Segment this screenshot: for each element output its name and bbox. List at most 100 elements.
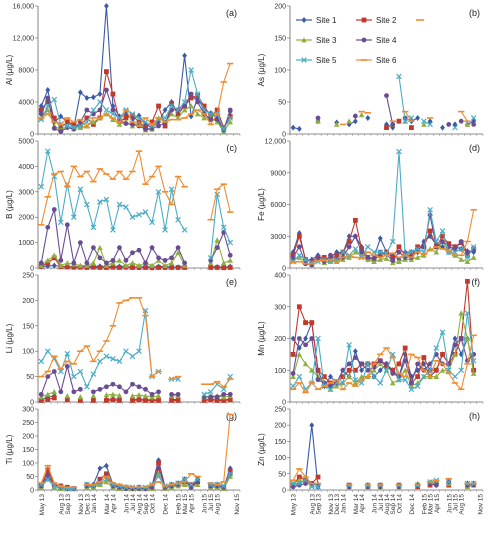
data-point [290,255,296,260]
data-point [123,389,129,395]
data-point [296,304,302,310]
data-point [71,373,77,380]
data-point [458,367,465,374]
series-site-5 [290,148,477,266]
x-tick-label: Aug 14 [137,494,144,515]
data-point [143,386,148,392]
series-line [40,414,231,488]
panel-label: (e) [226,277,237,287]
data-point [51,369,57,374]
data-point [181,99,188,105]
data-point [169,265,174,270]
data-point [471,351,477,357]
x-tick-label: Jan 14 [340,494,347,514]
data-point [194,476,201,483]
data-point [383,367,390,374]
y-tick-label: 50 [278,100,286,107]
data-point [77,398,83,403]
x-tick-label: Apr 14 [359,494,366,514]
x-tick-label: Dec 13 [334,494,341,515]
x-tick-label: Feb 15 [176,494,183,515]
data-point [296,474,302,480]
data-point [221,265,227,271]
data-point [38,483,44,489]
data-point [136,384,142,390]
data-point [90,260,97,266]
y-tick-label: 0 [30,400,34,407]
data-point [352,246,359,252]
series-site-5 [396,73,477,131]
data-point [290,371,296,376]
data-point [71,122,77,127]
x-tick-label: Oct 14 [396,494,403,514]
data-point [110,91,116,97]
data-point [84,107,90,113]
y-tick-label: 0 [282,400,286,407]
legend-marker [361,37,367,43]
data-point [104,471,109,477]
chart-panel-f: 0 100 200 300 400 Mn (µg/L) (f) [257,273,484,407]
data-point [470,254,477,260]
data-point [303,342,308,348]
data-point [130,265,135,270]
data-point [45,87,51,93]
series-site-5 [38,67,234,133]
data-point [45,467,51,473]
data-point [296,252,303,259]
data-point [168,103,175,109]
data-point [77,368,84,375]
data-point [156,255,161,261]
data-point [377,380,384,386]
y-tick-label: 0 [282,488,286,495]
data-point [97,465,103,472]
data-point [188,481,194,488]
data-point [221,398,227,403]
series-site-6 [38,150,234,226]
x-tick-label: Nov 13 [328,494,335,515]
data-point [346,254,352,260]
data-point [116,358,123,365]
data-point [221,125,227,130]
y-tick-label: 150 [274,439,286,446]
series-line [40,238,231,267]
x-tick-label: Sep 14 [143,494,150,515]
y-tick-label: 0 [30,132,34,139]
data-point [464,335,471,341]
data-point [57,219,64,226]
x-tick-label: May 13 [39,494,46,516]
data-point [328,373,333,380]
x-tick-label: Jun 14 [372,494,379,514]
data-point [130,381,135,387]
data-point [71,124,77,131]
series-site-3 [38,237,234,268]
data-point [51,115,57,121]
data-point [458,118,464,124]
data-point [359,246,364,252]
y-tick-label: 300 [22,407,34,414]
data-point [227,257,234,263]
data-point [175,265,181,270]
data-point [384,93,389,98]
data-point [77,240,83,246]
data-point [38,183,45,190]
y-tick-label: 200 [22,434,34,441]
data-point [116,257,123,263]
data-point [64,397,70,403]
data-point [123,257,129,263]
data-point [51,125,57,131]
series-site-2 [38,69,233,130]
data-point [396,244,402,250]
y-tick-label: 2000 [18,215,34,222]
data-point [346,239,352,244]
chart-panel-d: 0 3000 6000 9000 12,000 Fe (µg/L) (d) [257,139,484,273]
data-point [384,121,389,128]
data-point [470,115,477,121]
data-point [227,397,233,403]
data-point [130,398,135,403]
data-point [64,350,71,357]
data-point [421,252,427,258]
data-point [45,374,51,379]
data-point [352,376,359,383]
data-point [227,391,233,397]
